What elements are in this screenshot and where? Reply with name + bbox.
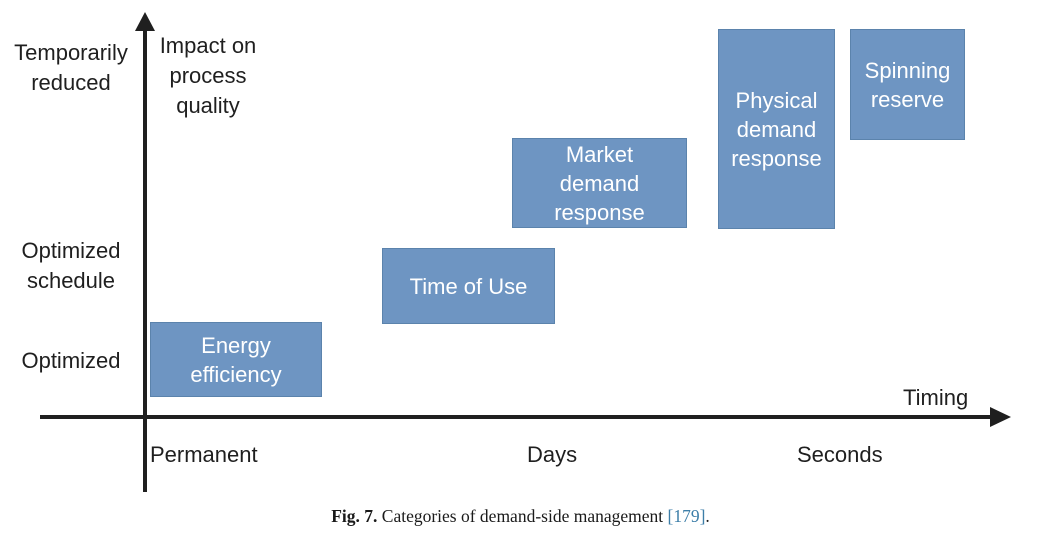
box-time-of-use: Time of Use bbox=[382, 248, 555, 324]
caption-figure-number: Fig. 7. bbox=[331, 506, 378, 526]
x-axis bbox=[40, 415, 992, 419]
x-axis-arrowhead-icon bbox=[990, 407, 1011, 427]
caption-period: . bbox=[705, 506, 710, 526]
x-tick-permanent: Permanent bbox=[150, 442, 258, 467]
y-tick-optimized: Optimized bbox=[21, 348, 121, 373]
citation-link[interactable]: [179] bbox=[667, 506, 706, 526]
box-physical-demand-response: Physical demand response bbox=[718, 29, 835, 229]
x-tick-seconds: Seconds bbox=[797, 442, 883, 467]
y-tick-optimized-schedule: Optimized schedule bbox=[21, 238, 121, 293]
x-tick-days: Days bbox=[527, 442, 578, 467]
y-axis-arrowhead-icon bbox=[135, 12, 155, 31]
box-market-demand-response: Market demand response bbox=[512, 138, 687, 228]
x-axis-title: Timing bbox=[903, 385, 969, 410]
y-axis-title: Impact on process quality bbox=[159, 33, 257, 118]
box-energy-efficiency: Energy efficiency bbox=[150, 322, 322, 397]
y-tick-temporarily-reduced: Temporarily reduced bbox=[14, 40, 128, 95]
y-axis bbox=[143, 24, 147, 492]
box-spinning-reserve: Spinning reserve bbox=[850, 29, 965, 140]
caption-text: Categories of demand-side management bbox=[377, 506, 668, 526]
figure-caption: Fig. 7. Categories of demand-side manage… bbox=[0, 506, 1041, 527]
